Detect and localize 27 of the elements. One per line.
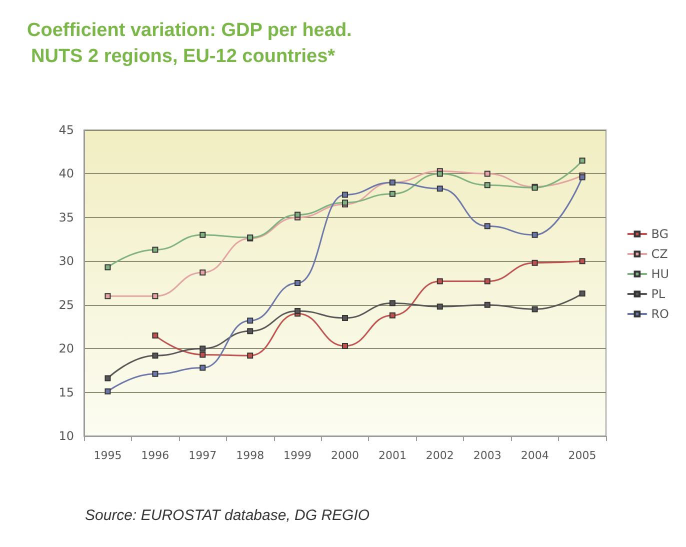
legend-label: CZ bbox=[651, 247, 668, 261]
x-tick-label: 1998 bbox=[236, 449, 264, 462]
x-tick-label: 2000 bbox=[331, 449, 359, 462]
x-tick-label: 1997 bbox=[188, 449, 217, 462]
legend-label: PL bbox=[651, 287, 666, 301]
legend-label: RO bbox=[651, 307, 669, 321]
x-tick-label: 2002 bbox=[426, 449, 454, 462]
legend-label: HU bbox=[651, 267, 670, 281]
x-tick-label: 1995 bbox=[94, 449, 122, 462]
y-tick-label: 25 bbox=[58, 298, 74, 312]
x-tick-label: 2005 bbox=[568, 449, 596, 462]
x-tick-label: 1996 bbox=[141, 449, 170, 462]
y-tick-label: 15 bbox=[58, 385, 74, 400]
y-tick-label: 30 bbox=[58, 254, 74, 268]
y-tick-label: 20 bbox=[58, 342, 74, 356]
x-tick-label: 2003 bbox=[473, 449, 502, 462]
y-tick-label: 10 bbox=[58, 429, 74, 443]
x-tick-label: 1999 bbox=[284, 449, 312, 462]
y-tick-label: 35 bbox=[58, 210, 74, 224]
x-tick-label: 2004 bbox=[520, 449, 549, 462]
x-tick-label: 2001 bbox=[378, 449, 406, 462]
chart-title: Coefficient variation: GDP per head. bbox=[27, 20, 352, 41]
y-tick-label: 40 bbox=[58, 166, 74, 181]
chart-subtitle: NUTS 2 regions, EU-12 countries* bbox=[31, 46, 336, 67]
source-note: Source: EUROSTAT database, DG REGIO bbox=[85, 507, 370, 524]
y-tick-label: 45 bbox=[58, 123, 74, 137]
legend-label: BG bbox=[651, 227, 669, 241]
